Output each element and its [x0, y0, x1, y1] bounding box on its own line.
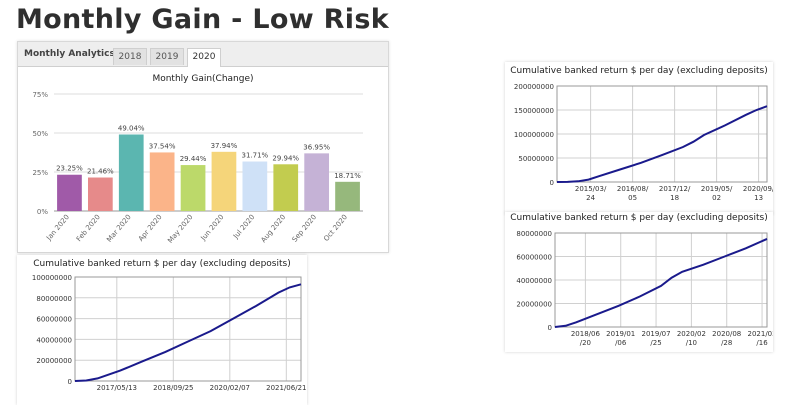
tab-2019[interactable]: 2019: [150, 48, 184, 65]
bar-value-label: 37.54%: [149, 142, 176, 150]
line-chart-plot: 0 50000000 100000000 150000000 200000000 2015…: [514, 83, 773, 202]
bar-chart-title: Monthly Gain(Change): [152, 74, 253, 84]
y-tick-label: 150000000: [514, 107, 554, 115]
y-tick-label: 0: [548, 324, 552, 332]
chart-title: Cumulative banked return $ per day (excl…: [510, 213, 768, 223]
plot-frame: [554, 232, 768, 328]
line-chart-plot: 0 20000000 40000000 60000000 80000000 1000000…: [32, 274, 307, 392]
chart-title: Cumulative banked return $ per day (excl…: [33, 259, 291, 269]
y-tick-label: 25%: [32, 169, 48, 177]
bar: [273, 164, 299, 211]
bar: [304, 153, 330, 211]
x-tick-label: 2020/08/28: [712, 330, 741, 347]
x-tick-label: 2021/06/21: [266, 384, 306, 392]
bar: [180, 165, 206, 211]
y-tick-label: 80000000: [516, 230, 552, 238]
analytics-header-label: Monthly Analytics: [24, 49, 115, 59]
bar-value-label: 29.94%: [272, 154, 299, 162]
chart-title: Cumulative banked return $ per day (excl…: [510, 66, 768, 76]
bar-value-label: 49.04%: [118, 124, 145, 132]
tab-2020[interactable]: 2020: [187, 48, 221, 67]
x-tick-label: Oct 2020: [322, 213, 349, 243]
bar: [118, 134, 144, 211]
bar-value-label: 37.94%: [211, 142, 238, 150]
x-tick-label: Jul 2020: [231, 213, 256, 241]
plot-frame: [556, 85, 768, 183]
page-title: Monthly Gain - Low Risk: [16, 4, 389, 35]
x-tick-label: 2019/01/06: [606, 330, 635, 347]
x-tick-label: 2020/02/07: [210, 384, 250, 392]
y-tick-label: 0: [68, 378, 72, 386]
y-tick-label: 100000000: [32, 274, 72, 282]
x-tick-label: Sep 2020: [291, 213, 318, 244]
monthly-gain-bar-chart: Monthly Gain(Change) 0% 25% 50% 75% 23.25% Jan…: [32, 74, 363, 245]
x-tick-label: 2015/03/24: [575, 185, 607, 202]
bar: [57, 174, 82, 211]
bar-value-label: 18.71%: [334, 172, 361, 180]
x-tick-label: Jun 2020: [199, 213, 226, 243]
y-tick-label: 20000000: [36, 357, 72, 365]
y-tick-label: 75%: [32, 91, 48, 99]
y-tick-label: 100000000: [514, 131, 554, 139]
plot-frame: [74, 276, 302, 382]
x-tick-label: 2019/05/02: [701, 185, 733, 202]
y-tick-label: 40000000: [36, 336, 72, 344]
x-tick-label: Jan 2020: [44, 213, 71, 243]
x-tick-label: Aug 2020: [259, 213, 287, 244]
y-tick-label: 0: [550, 179, 554, 187]
bar-value-label: 29.44%: [180, 155, 207, 163]
bar: [87, 177, 113, 211]
x-tick-label: 2020/09/13: [743, 185, 773, 202]
x-tick-label: 2018/06/20: [571, 330, 601, 347]
monthly-analytics-widget: Monthly Analytics 2018 2019 2020 Monthly…: [17, 41, 389, 253]
bar: [242, 161, 268, 211]
y-tick-label: 60000000: [516, 254, 552, 262]
y-tick-label: 80000000: [36, 295, 72, 303]
y-tick-label: 50000000: [518, 155, 554, 163]
bar-value-label: 31.71%: [241, 152, 268, 160]
line-chart-plot: 0 20000000 40000000 60000000 80000000 2018/06…: [516, 230, 773, 347]
y-tick-label: 200000000: [514, 83, 554, 91]
bar-value-label: 21.46%: [87, 168, 114, 176]
x-tick-label: 2017/05/13: [97, 384, 137, 392]
bar: [211, 151, 237, 211]
bar-value-label: 36.95%: [303, 143, 330, 151]
cumulative-return-chart-2: Cumulative banked return $ per day (excl…: [505, 212, 773, 352]
x-tick-label: 2016/08/05: [617, 185, 649, 202]
bar: [149, 152, 175, 211]
x-tick-label: Apr 2020: [137, 213, 164, 243]
x-tick-label: Feb 2020: [75, 213, 102, 243]
series-line: [74, 283, 302, 382]
y-tick-label: 0%: [37, 208, 48, 216]
cumulative-return-chart-3: Cumulative banked return $ per day (excl…: [17, 255, 307, 405]
analytics-tab-bar: Monthly Analytics 2018 2019 2020: [18, 42, 388, 67]
x-tick-label: 2020/02/10: [677, 330, 706, 347]
x-tick-label: Mar 2020: [105, 213, 133, 244]
y-tick-label: 60000000: [36, 316, 72, 324]
y-tick-label: 50%: [32, 130, 48, 138]
x-tick-label: 2021/03/16: [748, 330, 773, 347]
x-tick-label: 2017/12/18: [659, 185, 691, 202]
tab-2018[interactable]: 2018: [113, 48, 147, 65]
y-tick-label: 20000000: [516, 301, 552, 309]
cumulative-return-chart-1: Cumulative banked return $ per day (excl…: [505, 62, 773, 214]
series-line: [556, 105, 768, 183]
x-tick-label: 2019/07/25: [642, 330, 671, 347]
y-tick-label: 40000000: [516, 277, 552, 285]
bar-value-label: 23.25%: [56, 165, 83, 173]
x-tick-label: 2018/09/25: [153, 384, 193, 392]
series-line: [554, 237, 768, 328]
x-tick-label: May 2020: [166, 213, 194, 245]
bar: [335, 181, 360, 211]
